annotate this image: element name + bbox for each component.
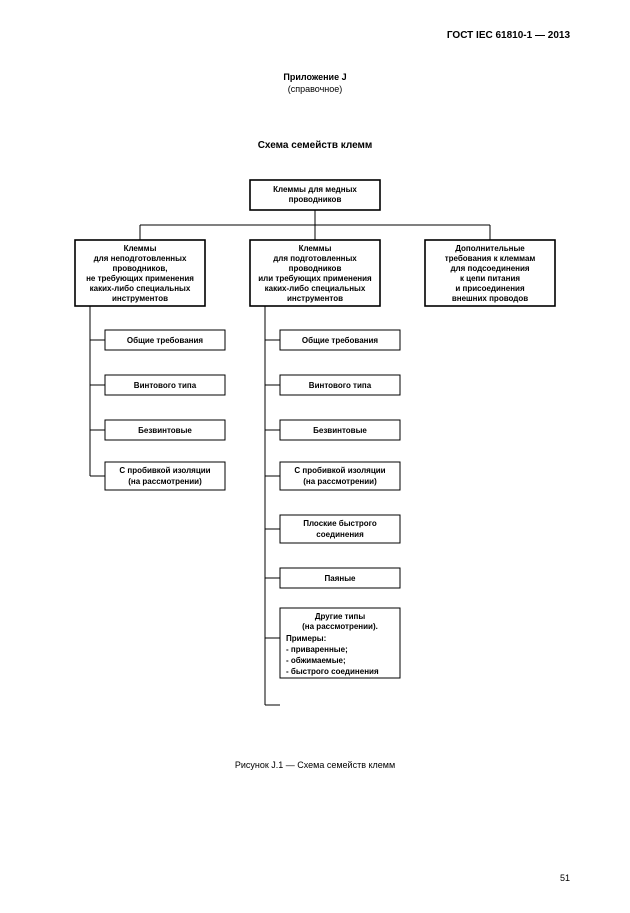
branch-b-l5: каких-либо специальных (265, 284, 366, 293)
b3-label: Безвинтовые (313, 426, 367, 435)
branch-c-l2: требования к клеммам (445, 254, 536, 263)
page-number: 51 (560, 873, 570, 883)
b2-label: Винтового типа (309, 381, 372, 390)
diagram-title: Схема семейств клемм (0, 140, 630, 151)
a4-l1: С пробивкой изоляции (119, 466, 210, 475)
a4-l2: (на рассмотрении) (128, 477, 202, 486)
doc-header: ГОСТ IEC 61810-1 — 2013 (447, 30, 570, 41)
a1-label: Общие требования (127, 336, 203, 345)
branch-a-l1: Клеммы (124, 244, 157, 253)
b6-label: Паяные (325, 574, 357, 583)
branch-b-l1: Клеммы (299, 244, 332, 253)
appendix-line1: Приложение J (283, 72, 346, 82)
appendix-line2: (справочное) (288, 84, 343, 94)
branch-c-l1: Дополнительные (455, 244, 525, 253)
b4-l1: С пробивкой изоляции (294, 466, 385, 475)
branch-b-l6: инструментов (287, 294, 343, 303)
b1-label: Общие требования (302, 336, 378, 345)
figure-caption: Рисунок J.1 — Схема семейств клемм (0, 760, 630, 770)
flowchart: Клеммы для медных проводников Клеммы для… (60, 170, 570, 760)
b7-l3: Примеры: (286, 634, 326, 643)
branch-a-l3: проводников, (113, 264, 168, 273)
branch-c-l6: внешних проводов (452, 294, 528, 303)
a3-label: Безвинтовые (138, 426, 192, 435)
branch-b-l2: для подготовленных (273, 254, 357, 263)
b7-l6: - быстрого соединения (286, 667, 379, 676)
b7-l2: (на рассмотрении). (302, 622, 378, 631)
b5-l1: Плоские быстрого (303, 519, 377, 528)
a2-label: Винтового типа (134, 381, 197, 390)
b5-l2: соединения (316, 530, 364, 539)
b7-l4: - приваренные; (286, 645, 348, 654)
b7-l1: Другие типы (315, 612, 366, 621)
branch-c-l4: к цепи питания (460, 274, 520, 283)
appendix-block: Приложение J (справочное) (0, 72, 630, 95)
page: ГОСТ IEC 61810-1 — 2013 Приложение J (сп… (0, 0, 630, 913)
branch-c-l3: для подсоединения (450, 264, 529, 273)
root-l2: проводников (289, 195, 342, 204)
root-l1: Клеммы для медных (273, 185, 357, 194)
branch-a-l5: каких-либо специальных (90, 284, 191, 293)
branch-b-l4: или требующих применения (258, 274, 372, 283)
b7-l5: - обжимаемые; (286, 656, 346, 665)
branch-a-l6: инструментов (112, 294, 168, 303)
branch-b-l3: проводников (289, 264, 342, 273)
branch-c-l5: и присоединения (455, 284, 525, 293)
branch-a-l2: для неподготовленных (94, 254, 187, 263)
b4-l2: (на рассмотрении) (303, 477, 377, 486)
branch-a-l4: не требующих применения (86, 274, 194, 283)
